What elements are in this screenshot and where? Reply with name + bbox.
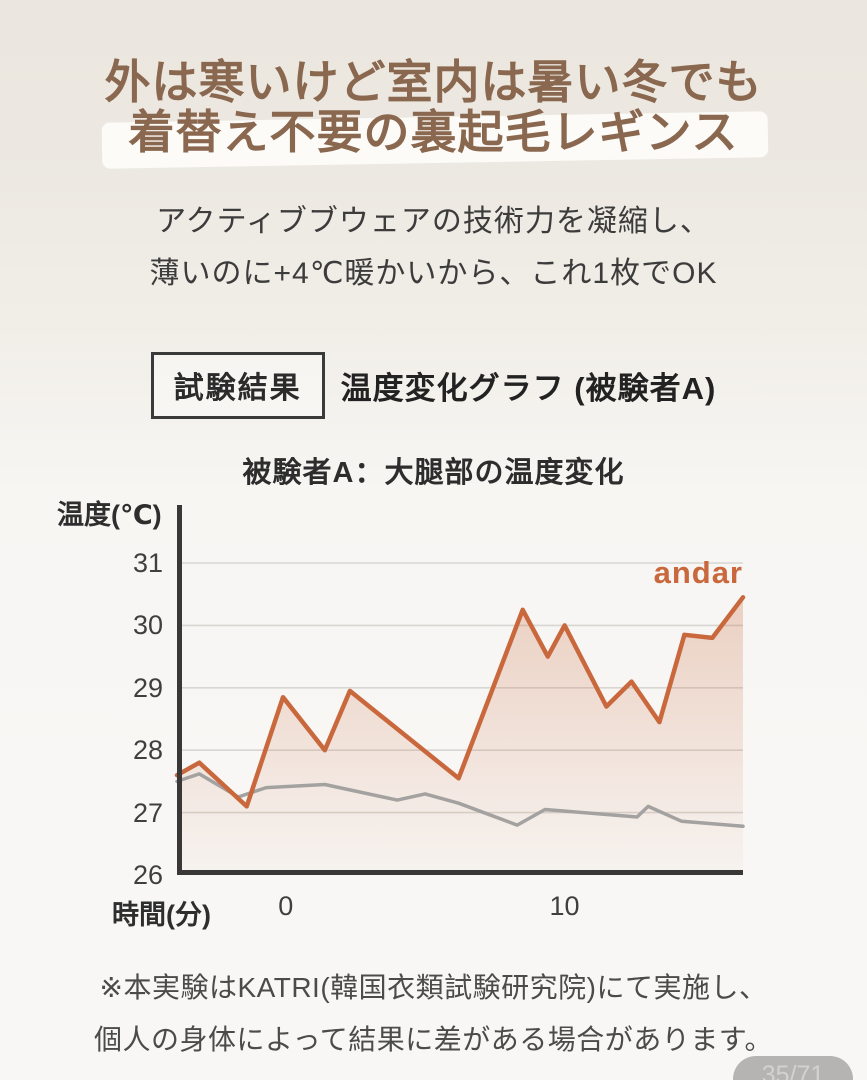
- section-title: 温度変化グラフ (被験者A): [340, 370, 717, 406]
- test-result-badge: 試験結果: [150, 351, 325, 419]
- chart-plot: andar: [174, 505, 746, 875]
- title-line-2: 着替え不要の裏起毛レギンス: [128, 106, 739, 158]
- subtitle-line-2: 薄いのに+4℃暖かいから、これ1枚でOK: [149, 257, 718, 290]
- x-tick-label: 10: [549, 891, 580, 921]
- axes: [177, 505, 743, 875]
- y-tick-label: 28: [132, 735, 163, 766]
- y-tick-label: 30: [132, 610, 163, 641]
- title-line-2-wrap: 着替え不要の裏起毛レギンス: [102, 106, 769, 169]
- x-tick-label: 0: [278, 891, 294, 921]
- x-axis-title: 時間(分): [112, 900, 211, 930]
- series-andar-area: [177, 597, 743, 875]
- subtitle-line-1: アクティブブウェアの技術力を凝縮し、: [156, 205, 711, 238]
- subtitle: アクティブブウェアの技術力を凝縮し、 薄いのに+4℃暖かいから、これ1枚でOK: [0, 196, 867, 300]
- y-tick-label: 31: [132, 548, 163, 579]
- chart-caption: 被験者A：大腿部の温度変化: [242, 457, 625, 489]
- footnote-line-1: ※本実験はKATRI(韓国衣類試験研究院)にて実施し、: [99, 972, 768, 1003]
- footnote-line-2: 個人の身体によって結果に差がある場合があります。: [94, 1024, 773, 1055]
- y-tick-label: 27: [132, 797, 163, 828]
- chart-svg: [174, 505, 746, 875]
- series-gray-line: [175, 772, 745, 829]
- page-indicator: 35/71: [733, 1056, 853, 1080]
- y-tick-label: 26: [132, 860, 163, 890]
- y-axis-title: 温度(℃): [57, 500, 162, 530]
- series-andar-line: [174, 595, 746, 809]
- legend-andar: andar: [653, 555, 743, 590]
- footnote: ※本実験はKATRI(韓国衣類試験研究院)にて実施し、 個人の身体によって結果に…: [0, 962, 867, 1066]
- section-header: 試験結果 温度変化グラフ (被験者A): [0, 351, 867, 419]
- y-tick-label: 29: [132, 672, 163, 703]
- title-line-1: 外は寒いけど室内は暑い冬でも: [104, 56, 763, 108]
- page-title: 外は寒いけど室内は暑い冬でも 着替え不要の裏起毛レギンス: [0, 56, 867, 169]
